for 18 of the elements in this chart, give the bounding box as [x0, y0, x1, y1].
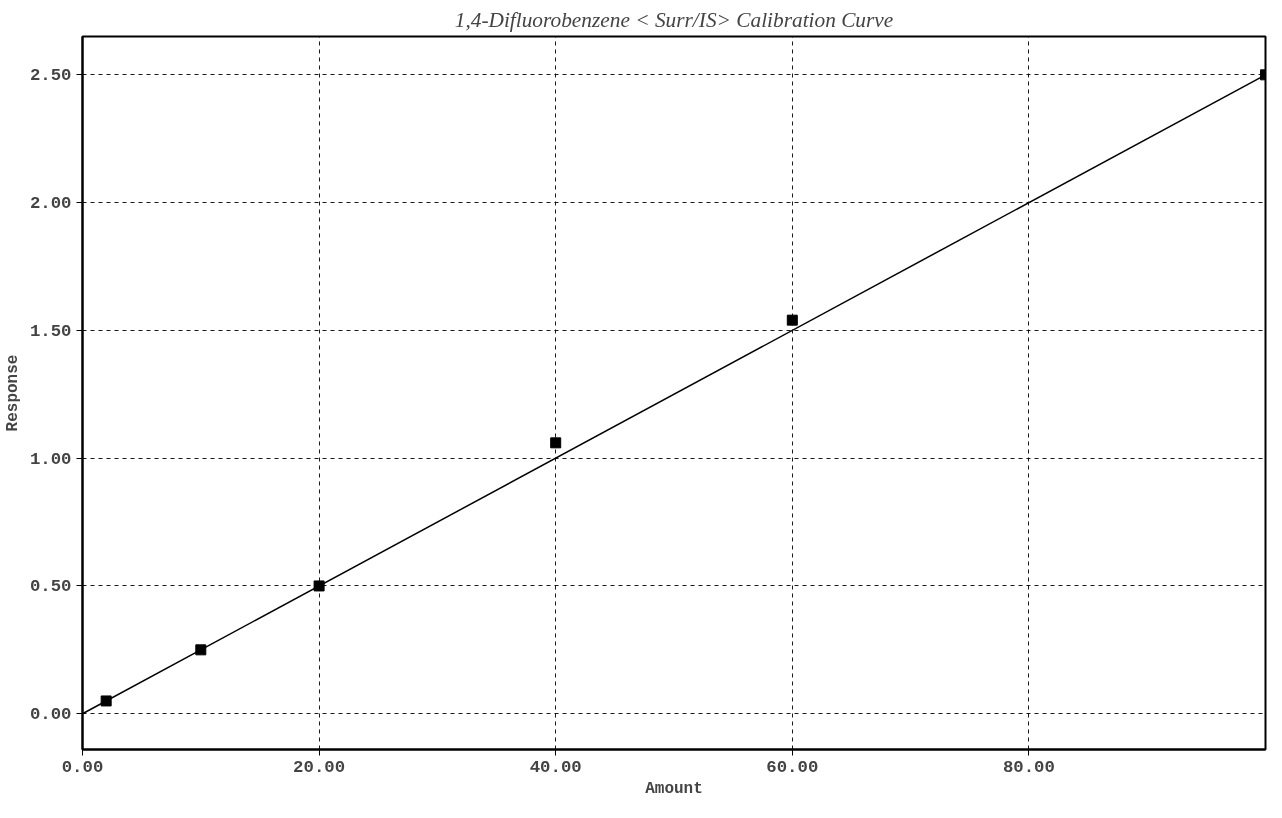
point	[100, 695, 112, 707]
x-tick-label: 40.00	[529, 757, 582, 777]
y-tick-label: 0.50	[29, 577, 72, 597]
y-tick-label: 2.50	[29, 66, 72, 86]
y-tick-label: 1.00	[29, 449, 72, 469]
point	[550, 437, 562, 449]
x-axis-title: Amount	[645, 779, 703, 798]
y-tick-label: 2.00	[29, 194, 72, 214]
x-tick-label: 60.00	[766, 757, 819, 777]
x-tick-label: 80.00	[1002, 757, 1055, 777]
chart-title: 1,4-Difluorobenzene < Surr/IS> Calibration Curve	[454, 7, 894, 32]
point	[313, 580, 325, 592]
y-tick-label: 0.00	[29, 705, 72, 725]
y-axis-title: Response	[3, 354, 22, 432]
x-tick-label: 0.00	[61, 757, 104, 777]
point	[786, 314, 798, 326]
x-tick-label: 20.00	[293, 757, 346, 777]
y-tick-label: 1.50	[29, 321, 72, 341]
